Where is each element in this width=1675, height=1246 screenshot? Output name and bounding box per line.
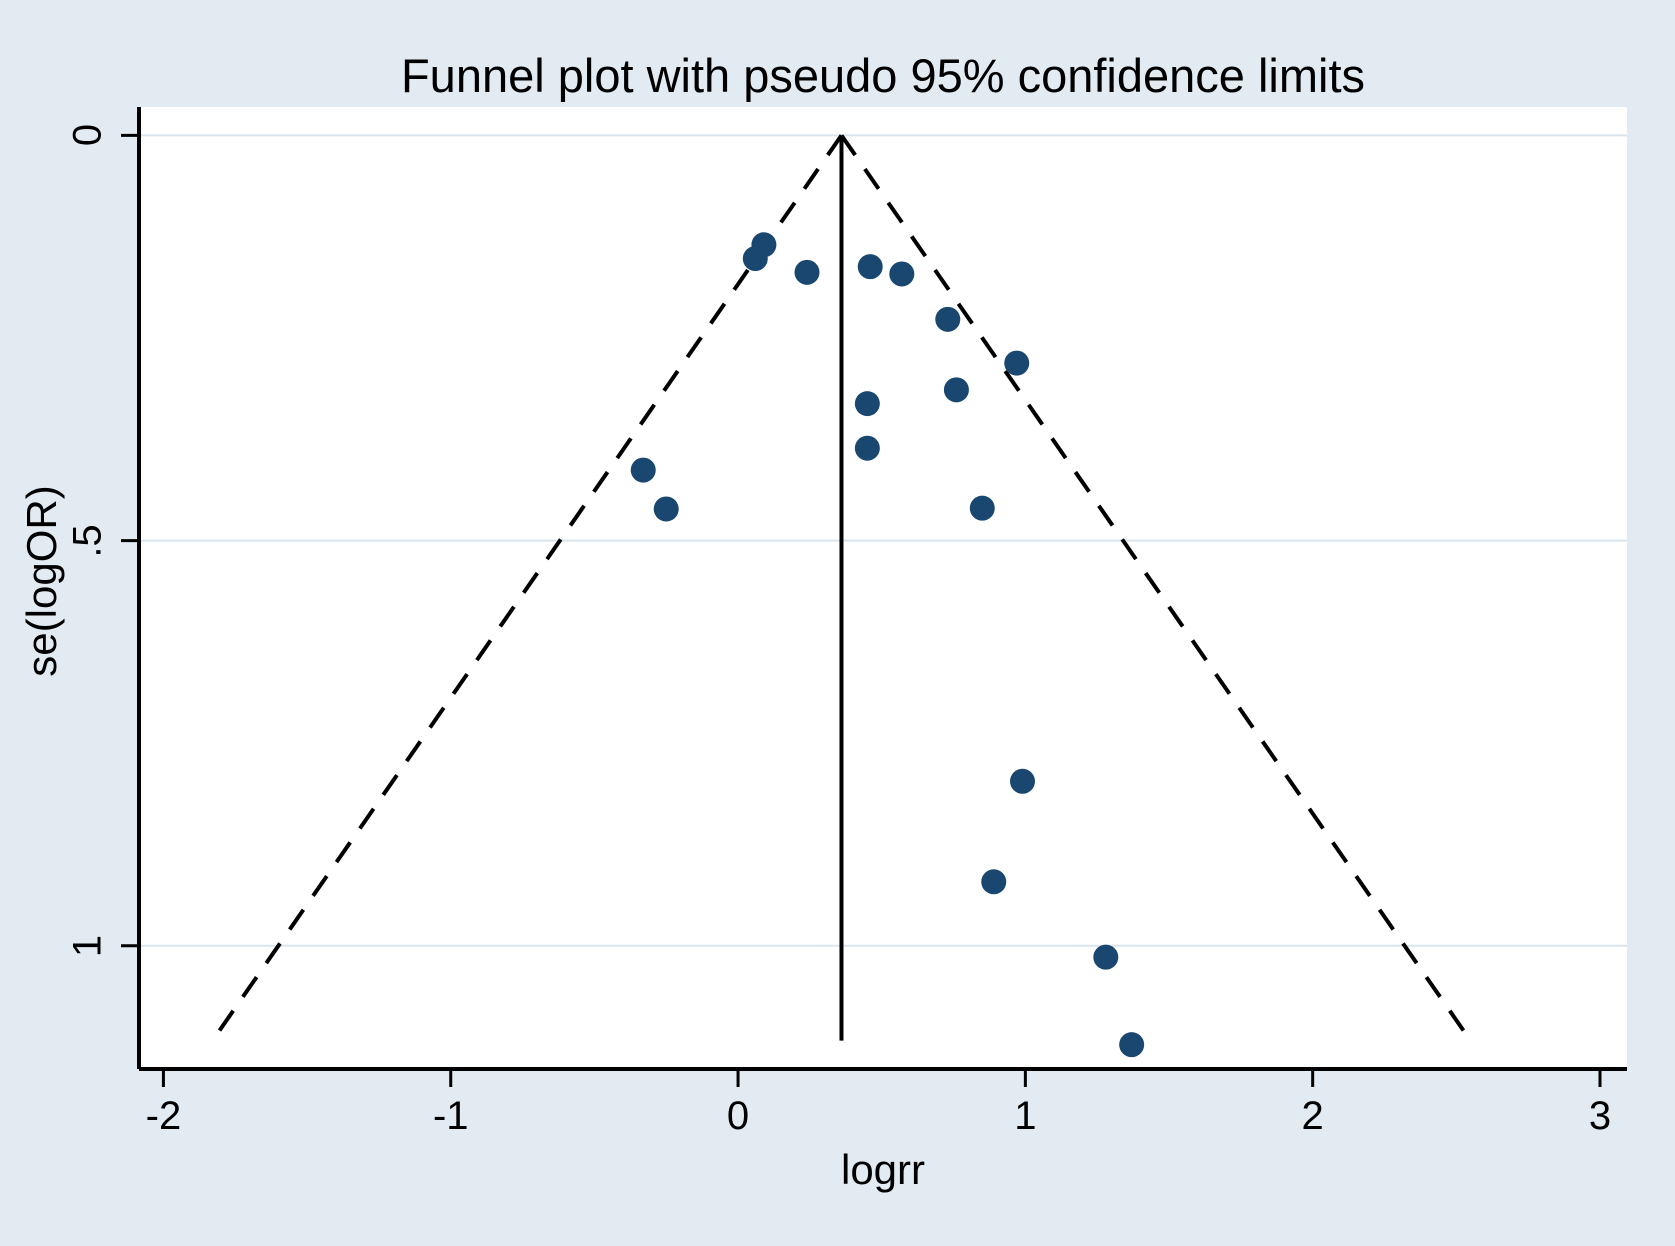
data-point <box>794 259 820 285</box>
y-tick-label: 1 <box>65 934 110 957</box>
data-point <box>854 391 880 417</box>
x-axis-title: logrr <box>840 1146 926 1193</box>
data-point <box>742 246 768 272</box>
data-point <box>969 495 995 521</box>
data-point <box>653 496 679 522</box>
x-tick-label: 1 <box>1014 1094 1037 1138</box>
x-tick-label: 3 <box>1588 1094 1612 1138</box>
data-point <box>1093 944 1119 970</box>
plot-area <box>139 107 1627 1069</box>
data-point <box>854 435 880 461</box>
chart-title: Funnel plot with pseudo 95% confidence l… <box>400 49 1366 102</box>
y-tick-label: .5 <box>65 523 110 558</box>
data-point <box>1009 768 1035 794</box>
x-tick-label: 0 <box>726 1094 750 1138</box>
x-tick-label: -2 <box>145 1094 182 1138</box>
data-point <box>857 254 883 280</box>
data-point <box>1004 350 1030 376</box>
data-point <box>889 261 915 287</box>
data-point <box>935 306 961 332</box>
data-point <box>1119 1032 1145 1058</box>
data-point <box>943 377 969 403</box>
y-tick-label: 0 <box>65 124 110 147</box>
x-tick-label: 2 <box>1301 1094 1324 1138</box>
x-tick-label: -1 <box>432 1094 469 1138</box>
y-axis-title: se(logOR) <box>18 485 65 677</box>
data-point <box>981 869 1007 895</box>
funnel-left-limit <box>210 134 844 1042</box>
data-point <box>630 457 656 483</box>
funnel-right-limit <box>839 134 1473 1042</box>
